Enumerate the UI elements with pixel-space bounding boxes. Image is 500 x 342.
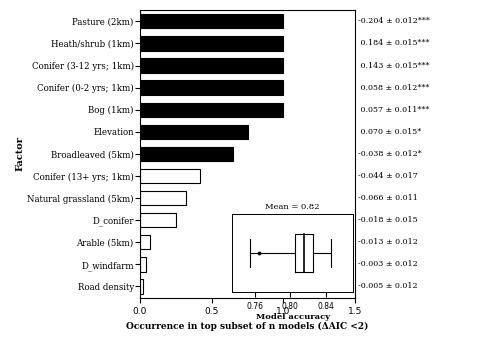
Bar [140,213,176,227]
X-axis label: Occurrence in top subset of n models (ΔAIC <2): Occurrence in top subset of n models (ΔA… [126,322,368,331]
Bar [140,14,284,28]
Text: -0.005 ± 0.012: -0.005 ± 0.012 [358,282,417,290]
Y-axis label: Factor: Factor [16,136,24,171]
Text: 0.184 ± 0.015***: 0.184 ± 0.015*** [358,39,429,48]
Bar [140,257,145,272]
Bar [140,147,233,161]
Text: -0.204 ± 0.012***: -0.204 ± 0.012*** [358,17,430,25]
Text: 0.057 ± 0.011***: 0.057 ± 0.011*** [358,106,429,114]
Text: 0.058 ± 0.012***: 0.058 ± 0.012*** [358,83,429,92]
Bar [140,169,200,183]
Bar [140,58,284,73]
Bar [140,235,150,249]
Text: -0.013 ± 0.012: -0.013 ± 0.012 [358,238,418,246]
Text: -0.018 ± 0.015: -0.018 ± 0.015 [358,216,417,224]
Text: -0.003 ± 0.012: -0.003 ± 0.012 [358,260,417,268]
Bar [140,36,284,51]
Text: -0.038 ± 0.012*: -0.038 ± 0.012* [358,150,421,158]
Text: -0.066 ± 0.011: -0.066 ± 0.011 [358,194,418,202]
Bar [140,80,284,95]
Text: 0.070 ± 0.015*: 0.070 ± 0.015* [358,128,421,136]
Bar [140,124,248,139]
Text: 0.143 ± 0.015***: 0.143 ± 0.015*** [358,62,429,69]
Text: -0.044 ± 0.017: -0.044 ± 0.017 [358,172,417,180]
Bar [140,103,284,117]
Bar [140,191,186,205]
Bar [140,279,143,294]
